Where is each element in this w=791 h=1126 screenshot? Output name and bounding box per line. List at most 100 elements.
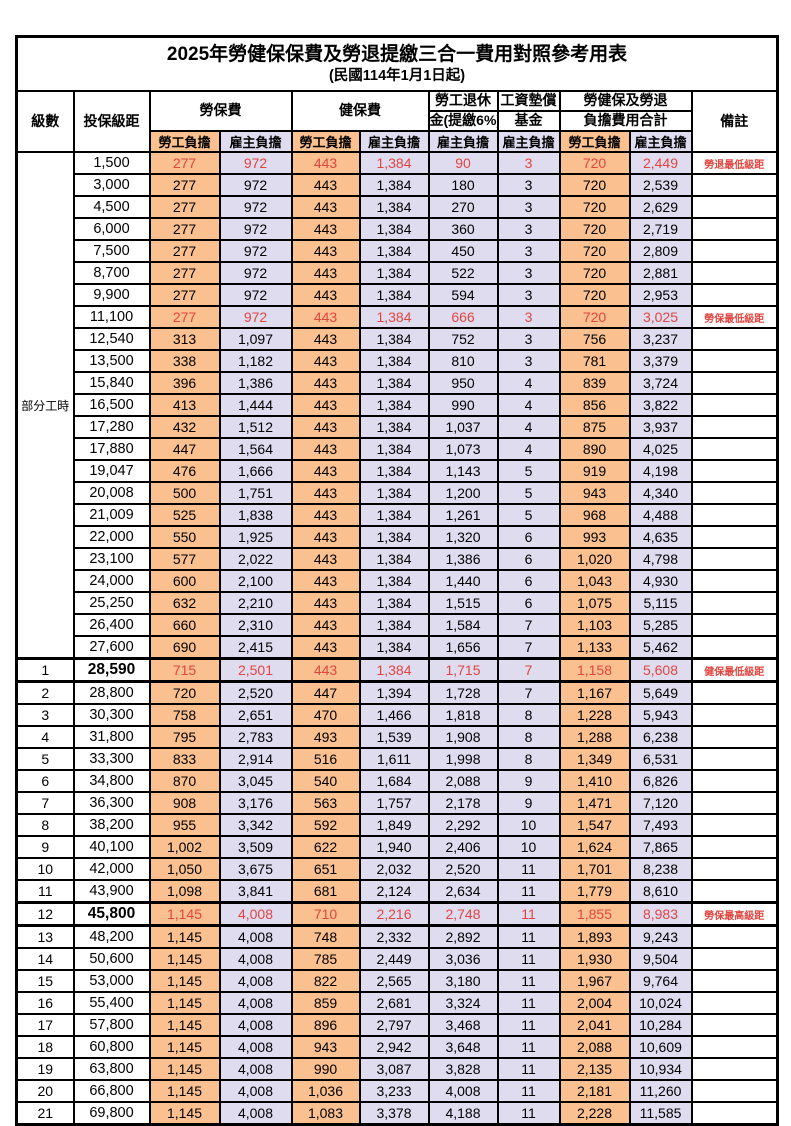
cell-labor-employer: 3,509 (218, 835, 293, 859)
cell-remark: 健保最低級距 (690, 657, 779, 683)
cell-total-employer: 11,260 (628, 1079, 693, 1103)
cell-labor-employee: 525 (148, 503, 221, 527)
header-sub-row: 勞工負擔 雇主負擔 勞工負擔 雇主負擔 雇主負擔 雇主負擔 勞工負擔 雇主負擔 (17, 130, 778, 153)
cell-level: 2 (15, 680, 75, 705)
cell-total-employer: 5,608 (628, 657, 693, 683)
cell-labor-employer: 1,751 (218, 481, 293, 505)
cell-health-employee: 822 (290, 969, 361, 993)
cell-health-employer: 1,384 (358, 151, 430, 175)
cell-labor-employer: 972 (218, 195, 293, 219)
cell-bracket: 25,250 (72, 591, 151, 615)
cell-health-employer: 1,384 (358, 503, 430, 527)
cell-health-employer: 1,384 (358, 613, 430, 637)
cell-labor-employee: 908 (148, 791, 221, 815)
cell-labor-employer: 2,520 (218, 680, 293, 705)
cell-wagefund-employer: 11 (496, 1035, 561, 1059)
table-row: 7 36,300 908 3,176 563 1,757 2,178 9 1,471 7,120 (15, 791, 779, 815)
cell-bracket: 27,600 (72, 635, 151, 660)
cell-labor-employer: 2,100 (218, 569, 293, 593)
cell-level: 21 (15, 1101, 75, 1126)
cell-bracket: 24,000 (72, 569, 151, 593)
cell-labor-employee: 313 (148, 327, 221, 351)
cell-labor-employee: 396 (148, 371, 221, 395)
header-pension-line2: 金(提繳6%) (427, 110, 499, 132)
cell-remark (690, 1079, 779, 1103)
cell-total-employer: 8,610 (628, 879, 693, 904)
cell-total-employee: 1,855 (558, 901, 631, 927)
cell-pension-employer: 1,656 (427, 635, 499, 660)
cell-remark (690, 703, 779, 727)
cell-level: 5 (15, 747, 75, 771)
cell-remark (690, 947, 779, 971)
cell-labor-employer: 2,914 (218, 747, 293, 771)
cell-total-employer: 3,237 (628, 327, 693, 351)
cell-total-employer: 11,585 (628, 1101, 693, 1126)
cell-wagefund-employer: 3 (496, 151, 561, 175)
cell-level: 17 (15, 1013, 75, 1037)
cell-health-employer: 1,757 (358, 791, 430, 815)
table-row: 26,400 660 2,310 443 1,384 1,584 7 1,103 5,285 (17, 613, 779, 637)
cell-total-employee: 720 (558, 217, 631, 241)
cell-bracket: 50,600 (72, 947, 151, 971)
table-row: 11,100 277 972 443 1,384 666 3 720 3,025 勞保最低級距 (17, 305, 779, 329)
cell-health-employer: 2,681 (358, 991, 430, 1015)
cell-remark (690, 857, 779, 881)
cell-labor-employee: 1,145 (148, 947, 221, 971)
cell-pension-employer: 2,178 (427, 791, 499, 815)
table-row: 部分工時 1,500 277 972 443 1,384 90 3 720 2,449 勞退最低級距 (15, 151, 779, 660)
cell-pension-employer: 2,748 (427, 901, 499, 927)
cell-health-employee: 443 (290, 591, 361, 615)
cell-level: 14 (15, 947, 75, 971)
cell-wagefund-employer: 3 (496, 305, 561, 329)
cell-labor-employee: 1,145 (148, 1035, 221, 1059)
cell-bracket: 3,000 (72, 173, 151, 197)
cell-labor-employer: 3,675 (218, 857, 293, 881)
cell-total-employee: 1,349 (558, 747, 631, 771)
cell-labor-employee: 795 (148, 725, 221, 749)
cell-total-employee: 1,967 (558, 969, 631, 993)
cell-remark (690, 879, 779, 904)
cell-labor-employer: 2,415 (218, 635, 293, 660)
cell-pension-employer: 1,143 (427, 459, 499, 483)
cell-labor-employer: 1,444 (218, 393, 293, 417)
cell-total-employee: 720 (558, 283, 631, 307)
cell-health-employee: 710 (290, 901, 361, 927)
cell-wagefund-employer: 9 (496, 769, 561, 793)
cell-total-employer: 5,115 (628, 591, 693, 615)
title-row: 2025年勞健保保費及勞退提繳三合一費用對照參考用表 (民國114年1月1日起) (15, 35, 779, 92)
cell-remark (690, 813, 779, 837)
cell-total-employee: 1,020 (558, 547, 631, 571)
cell-bracket: 55,400 (72, 991, 151, 1015)
part-time-label: 部分工時 (15, 151, 75, 660)
cell-pension-employer: 1,908 (427, 725, 499, 749)
cell-wagefund-employer: 3 (496, 173, 561, 197)
cell-remark (690, 924, 779, 949)
cell-health-employee: 443 (290, 283, 361, 307)
cell-health-employee: 443 (290, 393, 361, 417)
table-row: 17 57,800 1,145 4,008 896 2,797 3,468 11 2,041 10… (15, 1013, 779, 1037)
cell-bracket: 23,100 (72, 547, 151, 571)
cell-labor-employee: 1,145 (148, 1079, 221, 1103)
subheader-labor-employee: 勞工負擔 (148, 130, 221, 153)
cell-health-employee: 443 (290, 151, 361, 175)
cell-bracket: 45,800 (72, 901, 151, 927)
cell-total-employee: 890 (558, 437, 631, 461)
cell-pension-employer: 522 (427, 261, 499, 285)
cell-pension-employer: 2,634 (427, 879, 499, 904)
cell-bracket: 43,900 (72, 879, 151, 904)
cell-total-employer: 2,953 (628, 283, 693, 307)
cell-pension-employer: 3,828 (427, 1057, 499, 1081)
cell-pension-employer: 3,036 (427, 947, 499, 971)
cell-remark (690, 769, 779, 793)
cell-bracket: 66,800 (72, 1079, 151, 1103)
table-row: 18 60,800 1,145 4,008 943 2,942 3,648 11 2,088 10… (15, 1035, 779, 1059)
cell-bracket: 7,500 (72, 239, 151, 263)
cell-level: 3 (15, 703, 75, 727)
cell-remark (690, 437, 779, 461)
cell-total-employer: 2,809 (628, 239, 693, 263)
cell-wagefund-employer: 11 (496, 857, 561, 881)
cell-remark (690, 747, 779, 771)
cell-pension-employer: 4,188 (427, 1101, 499, 1126)
cell-bracket: 36,300 (72, 791, 151, 815)
cell-pension-employer: 594 (427, 283, 499, 307)
